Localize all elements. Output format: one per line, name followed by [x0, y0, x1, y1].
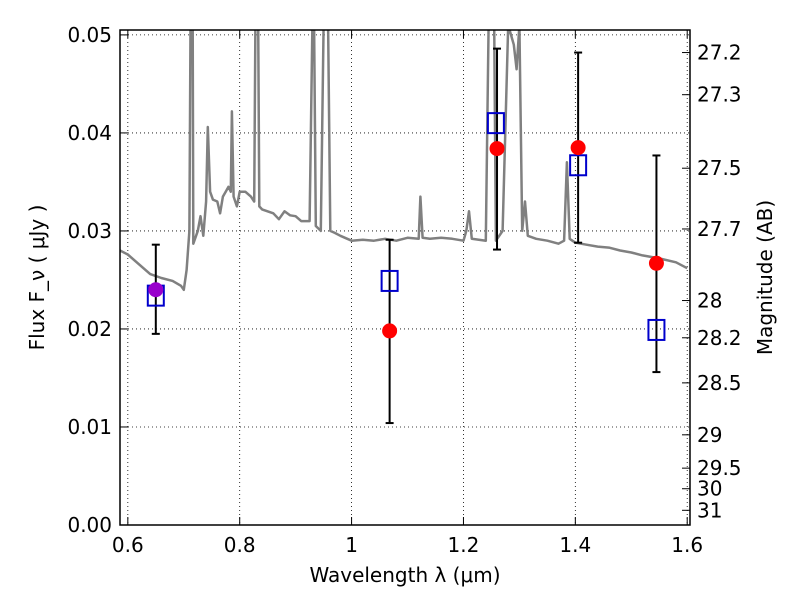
spectrum-line [120, 30, 688, 292]
y-tick-label: 0.00 [67, 513, 112, 537]
x-tick-label: 1.2 [448, 533, 480, 557]
model-photometry-point [569, 154, 588, 177]
y-tick-label: 0.03 [67, 219, 112, 243]
observed-flux-point [648, 255, 664, 271]
x-tick-labels: 0.6 0.8 1 1.2 1.4 1.6 [112, 533, 703, 557]
y2-tick-label: 28.5 [697, 371, 742, 395]
y2-tick-label: 28 [697, 289, 722, 313]
axis-ticks [120, 30, 690, 526]
x-tick-label: 0.8 [224, 533, 256, 557]
observed-flux-point [148, 282, 164, 298]
y2-axis-label: Magnitude (AB) [753, 200, 777, 355]
y2-tick-label: 27.3 [697, 83, 742, 107]
x-axis-label: Wavelength λ (μm) [309, 563, 500, 587]
model-photometry-point [647, 318, 666, 341]
y2-tick-label: 27.2 [697, 41, 742, 65]
model-photometry-point [486, 112, 505, 135]
observed-flux-point [382, 323, 398, 339]
model-photometry-point [380, 269, 399, 292]
y2-tick-label: 31 [697, 498, 722, 522]
y-tick-label: 0.02 [67, 317, 112, 341]
observed-flux-point [489, 141, 505, 157]
error-bars [151, 47, 661, 425]
model-photometry-markers [146, 112, 666, 341]
y-tick-label: 0.05 [67, 23, 112, 47]
y2-tick-label: 29.5 [697, 456, 742, 480]
y-tick-label: 0.01 [67, 415, 112, 439]
y2-tick-label: 27.7 [697, 217, 742, 241]
grid-lines [120, 30, 690, 526]
y-tick-label: 0.04 [67, 121, 112, 145]
y-tick-labels: 0.00 0.01 0.02 0.03 0.04 0.05 [67, 23, 112, 537]
x-tick-label: 1.6 [671, 533, 703, 557]
x-tick-label: 0.6 [112, 533, 144, 557]
y2-tick-label: 27.5 [697, 156, 742, 180]
observed-flux-markers [148, 140, 664, 339]
y-axis-label: Flux F_ν ( μJy ) [25, 205, 49, 351]
y2-tick-label: 30 [697, 477, 722, 501]
y2-tick-label: 28.2 [697, 326, 742, 350]
model-spectrum [120, 30, 688, 292]
x-tick-label: 1 [345, 533, 358, 557]
observed-flux-point [570, 140, 586, 156]
y2-tick-label: 29 [697, 423, 722, 447]
plot-frame [119, 29, 691, 526]
x-tick-label: 1.4 [559, 533, 591, 557]
